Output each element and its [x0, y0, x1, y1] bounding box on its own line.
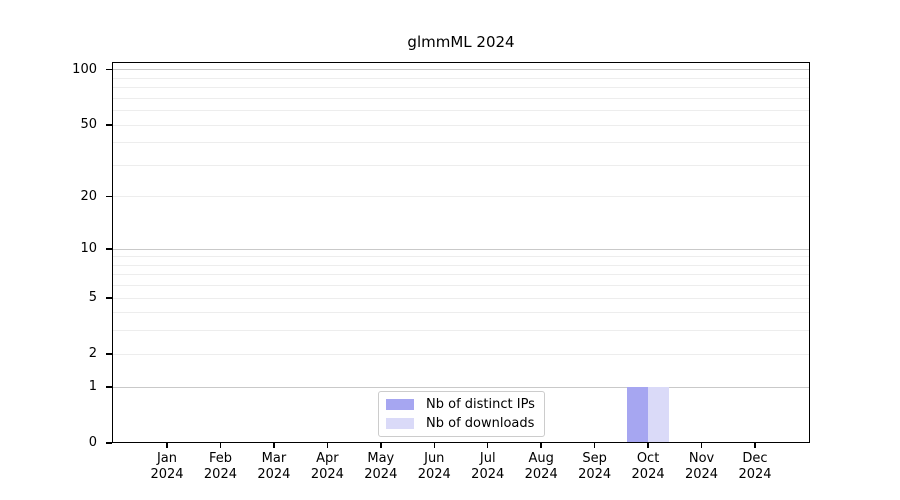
- x-tick-month: Nov: [688, 451, 715, 466]
- legend: Nb of distinct IPs Nb of downloads: [378, 391, 545, 437]
- x-tick-year: 2024: [631, 467, 665, 482]
- x-tick-mark: [433, 443, 436, 448]
- y-tick-label: 50: [80, 116, 97, 132]
- x-tick-month: Aug: [528, 451, 554, 466]
- x-tick-year: 2024: [364, 467, 398, 482]
- x-tick-year: 2024: [310, 467, 344, 482]
- x-tick-month: Dec: [742, 451, 768, 466]
- x-tick-month: Mar: [261, 451, 287, 466]
- gridline-minor: [113, 274, 809, 276]
- x-tick-mark: [647, 443, 649, 448]
- x-tick-year: 2024: [738, 467, 772, 482]
- x-tick-mark: [593, 443, 596, 448]
- x-tick-label: Feb 2024: [189, 451, 251, 483]
- gridline-minor: [113, 77, 809, 79]
- x-tick-mark: [380, 443, 382, 448]
- x-tick-mark: [754, 443, 756, 448]
- x-tick-mark: [166, 443, 168, 448]
- gridline-minor: [113, 87, 809, 89]
- x-tick-label: Oct 2024: [617, 451, 679, 483]
- gridline-minor: [113, 124, 809, 126]
- chart-title: glmmML 2024: [407, 33, 515, 51]
- legend-label: Nb of downloads: [426, 416, 535, 431]
- y-tick-label: 100: [72, 61, 97, 77]
- y-tick-label: 0: [88, 435, 97, 450]
- x-tick-mark: [273, 443, 275, 448]
- x-tick-label: Sep 2024: [564, 451, 626, 483]
- x-tick-month: Jan: [156, 451, 178, 466]
- plot-inner: [113, 63, 809, 442]
- plot-area: [112, 62, 810, 443]
- x-tick-label: Nov 2024: [671, 451, 733, 483]
- y-tick-label: 2: [88, 346, 97, 362]
- legend-label: Nb of distinct IPs: [426, 397, 535, 412]
- gridline-minor: [113, 97, 809, 99]
- gridline-minor: [113, 142, 809, 144]
- x-tick-year: 2024: [203, 467, 237, 482]
- x-tick-year: 2024: [578, 467, 612, 482]
- x-tick-month: Sep: [582, 451, 607, 466]
- x-tick-mark: [700, 443, 703, 448]
- x-tick-label: Apr 2024: [296, 451, 358, 483]
- x-tick-label: Jan 2024: [136, 451, 198, 483]
- gridline-minor: [113, 196, 809, 198]
- legend-item: Nb of downloads: [386, 416, 535, 431]
- x-tick-year: 2024: [684, 467, 719, 482]
- legend-swatch: [386, 399, 414, 410]
- gridline-minor: [113, 164, 809, 166]
- gridline-major: [113, 69, 809, 71]
- x-tick-year: 2024: [257, 467, 291, 482]
- x-tick-month: Feb: [208, 451, 232, 466]
- x-tick-mark: [486, 443, 489, 448]
- gridline-minor: [113, 285, 809, 287]
- x-tick-label: Dec 2024: [724, 451, 786, 483]
- gridline-major: [113, 386, 809, 388]
- gridline-minor: [113, 110, 809, 112]
- gridline-minor: [113, 264, 809, 266]
- x-tick-month: Jun: [424, 451, 445, 466]
- x-tick-mark: [219, 443, 222, 448]
- legend-item: Nb of distinct IPs: [386, 397, 535, 412]
- x-tick-label: Jun 2024: [403, 451, 465, 483]
- gridline-major: [113, 248, 809, 250]
- gridline-minor: [113, 297, 809, 299]
- gridline-minor: [113, 312, 809, 314]
- x-tick-label: Aug 2024: [510, 451, 572, 483]
- x-tick-label: May 2024: [350, 451, 412, 483]
- gridline-minor: [113, 353, 809, 355]
- x-tick-month: Jul: [479, 451, 496, 466]
- gridline-minor: [113, 330, 809, 332]
- x-tick-year: 2024: [150, 467, 184, 482]
- legend-swatch: [386, 418, 414, 429]
- y-tick-label: 5: [88, 290, 97, 306]
- y-tick-label: 20: [80, 188, 97, 204]
- x-tick-year: 2024: [524, 467, 558, 482]
- x-tick-label: Mar 2024: [243, 451, 305, 483]
- bar-nb-of-downloads: [647, 386, 669, 442]
- x-tick-year: 2024: [471, 467, 505, 482]
- x-tick-label: Jul 2024: [457, 451, 519, 483]
- x-tick-month: Apr: [316, 451, 339, 466]
- x-tick-mark: [326, 443, 329, 448]
- y-tick-label: 1: [88, 378, 97, 394]
- x-tick-month: Oct: [636, 451, 660, 466]
- y-tick-label: 10: [80, 241, 97, 256]
- x-tick-mark: [540, 443, 542, 448]
- gridline-minor: [113, 256, 809, 258]
- x-tick-year: 2024: [417, 467, 451, 482]
- x-tick-month: May: [367, 451, 395, 466]
- bar-nb-of-distinct-ips: [626, 386, 648, 442]
